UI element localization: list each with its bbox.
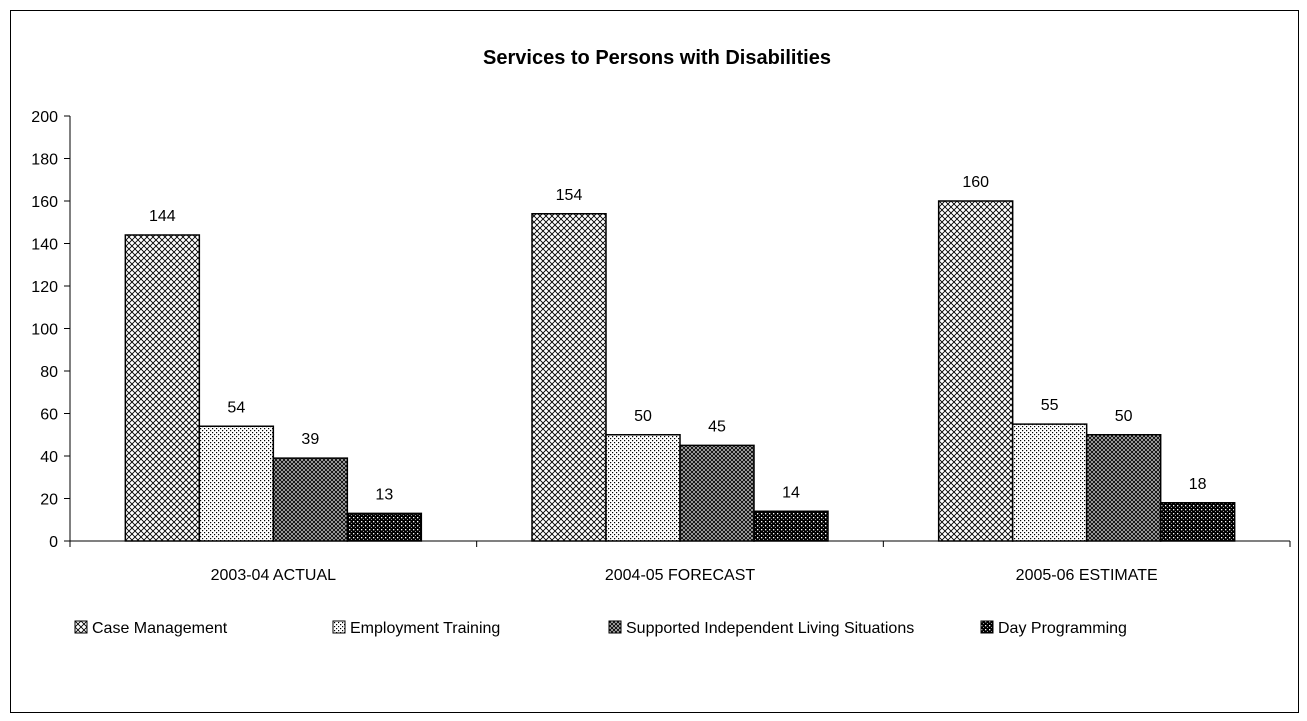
legend-swatch: [608, 620, 622, 634]
bar: [198, 425, 275, 542]
data-label: 144: [149, 208, 176, 225]
y-tick-label: 140: [31, 237, 58, 254]
legend: Case Management Employment Training Suppor…: [74, 620, 1127, 637]
y-tick-label: 40: [40, 449, 58, 466]
bar: [124, 234, 201, 542]
y-axis: 0 20 40 60 80 100 120 140 160 180 200: [31, 109, 71, 551]
data-label: 14: [782, 484, 800, 501]
bar: [605, 434, 681, 542]
legend-label: Employment Training: [350, 620, 500, 637]
x-axis: 2003-04 ACTUAL 2004-05 FORECAST 2005-06 ES…: [69, 540, 1291, 584]
data-label: 55: [1041, 397, 1059, 414]
y-tick-label: 100: [31, 322, 58, 339]
y-tick-label: 120: [31, 279, 58, 296]
chart-title: Services to Persons with Disabilities: [483, 47, 831, 69]
data-label: 18: [1189, 476, 1207, 493]
data-label: 160: [962, 174, 989, 191]
x-tick-label: 2005-06 ESTIMATE: [1016, 567, 1158, 584]
bar: [346, 512, 423, 542]
data-label: 50: [1115, 408, 1133, 425]
chart-frame: [10, 10, 1299, 713]
legend-label: Supported Independent Living Situations: [626, 620, 914, 637]
legend-swatch: [74, 620, 88, 634]
bar: [1085, 434, 1162, 542]
y-tick-label: 160: [31, 194, 58, 211]
legend-swatch: [980, 620, 994, 634]
bars: [124, 200, 1236, 542]
data-label: 50: [634, 408, 652, 425]
bar: [753, 510, 829, 542]
y-tick-label: 20: [40, 492, 58, 509]
bar: [937, 200, 1014, 542]
data-label: 45: [708, 418, 726, 435]
legend-label: Day Programming: [998, 620, 1127, 637]
bar: [1011, 423, 1088, 542]
bar: [679, 444, 755, 542]
data-label: 154: [556, 187, 583, 204]
y-tick-label: 0: [49, 534, 58, 551]
legend-label: Case Management: [92, 620, 228, 637]
bar: [272, 457, 349, 542]
bar: [531, 213, 607, 542]
data-labels: 144 154 160 54 50 55 39 45 50 13 14 18: [149, 174, 1207, 503]
x-tick-label: 2003-04 ACTUAL: [211, 567, 337, 584]
legend-swatch: [332, 620, 346, 634]
y-tick-label: 180: [31, 152, 58, 169]
y-tick-label: 60: [40, 407, 58, 424]
x-tick-label: 2004-05 FORECAST: [605, 567, 756, 584]
data-label: 54: [227, 399, 245, 416]
data-label: 13: [375, 486, 393, 503]
y-tick-label: 200: [31, 109, 58, 126]
y-tick-label: 80: [40, 364, 58, 381]
bar: [1159, 502, 1236, 542]
data-label: 39: [301, 431, 319, 448]
